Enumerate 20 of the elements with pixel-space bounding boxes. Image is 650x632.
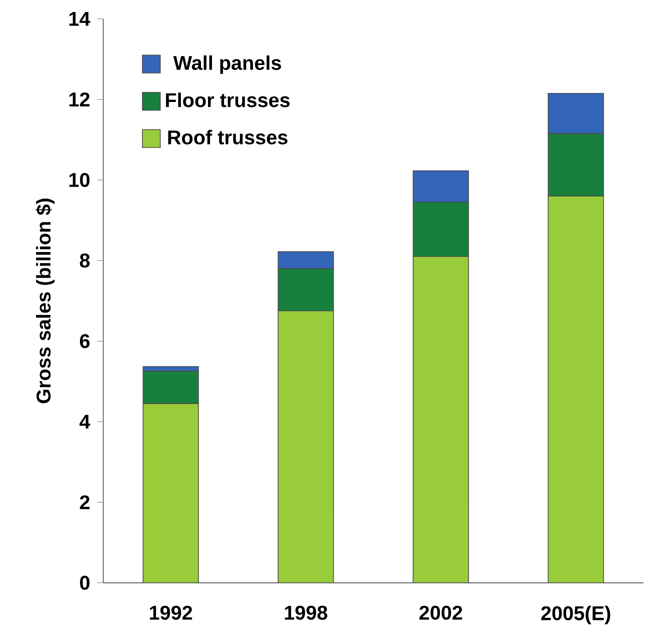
y-tick-label: 6: [80, 334, 90, 348]
legend-label: Roof trusses: [168, 130, 288, 144]
bar: [413, 256, 469, 583]
bar: [278, 310, 334, 583]
x-tick-label: 1998: [284, 606, 328, 620]
y-axis-title: Gross sales (billion $): [36, 198, 55, 403]
legend-label: Wall panels: [173, 55, 282, 74]
y-tick-label: 0: [80, 576, 90, 590]
x-tick-label: 2005(E): [541, 605, 610, 624]
x-tick-label: 2002: [419, 606, 462, 620]
y-tick-label: 8: [80, 253, 90, 268]
legend-label: Floor trusses: [166, 92, 290, 107]
y-tick-label: 2: [80, 495, 90, 509]
y-tick-label: 12: [69, 92, 90, 106]
x-tick-label: 1992: [150, 606, 192, 620]
y-tick-label: 14: [69, 12, 90, 26]
y-tick-label: 4: [80, 414, 90, 428]
bar: [548, 195, 604, 583]
y-tick-label: 10: [69, 172, 90, 187]
bar: [143, 403, 198, 583]
